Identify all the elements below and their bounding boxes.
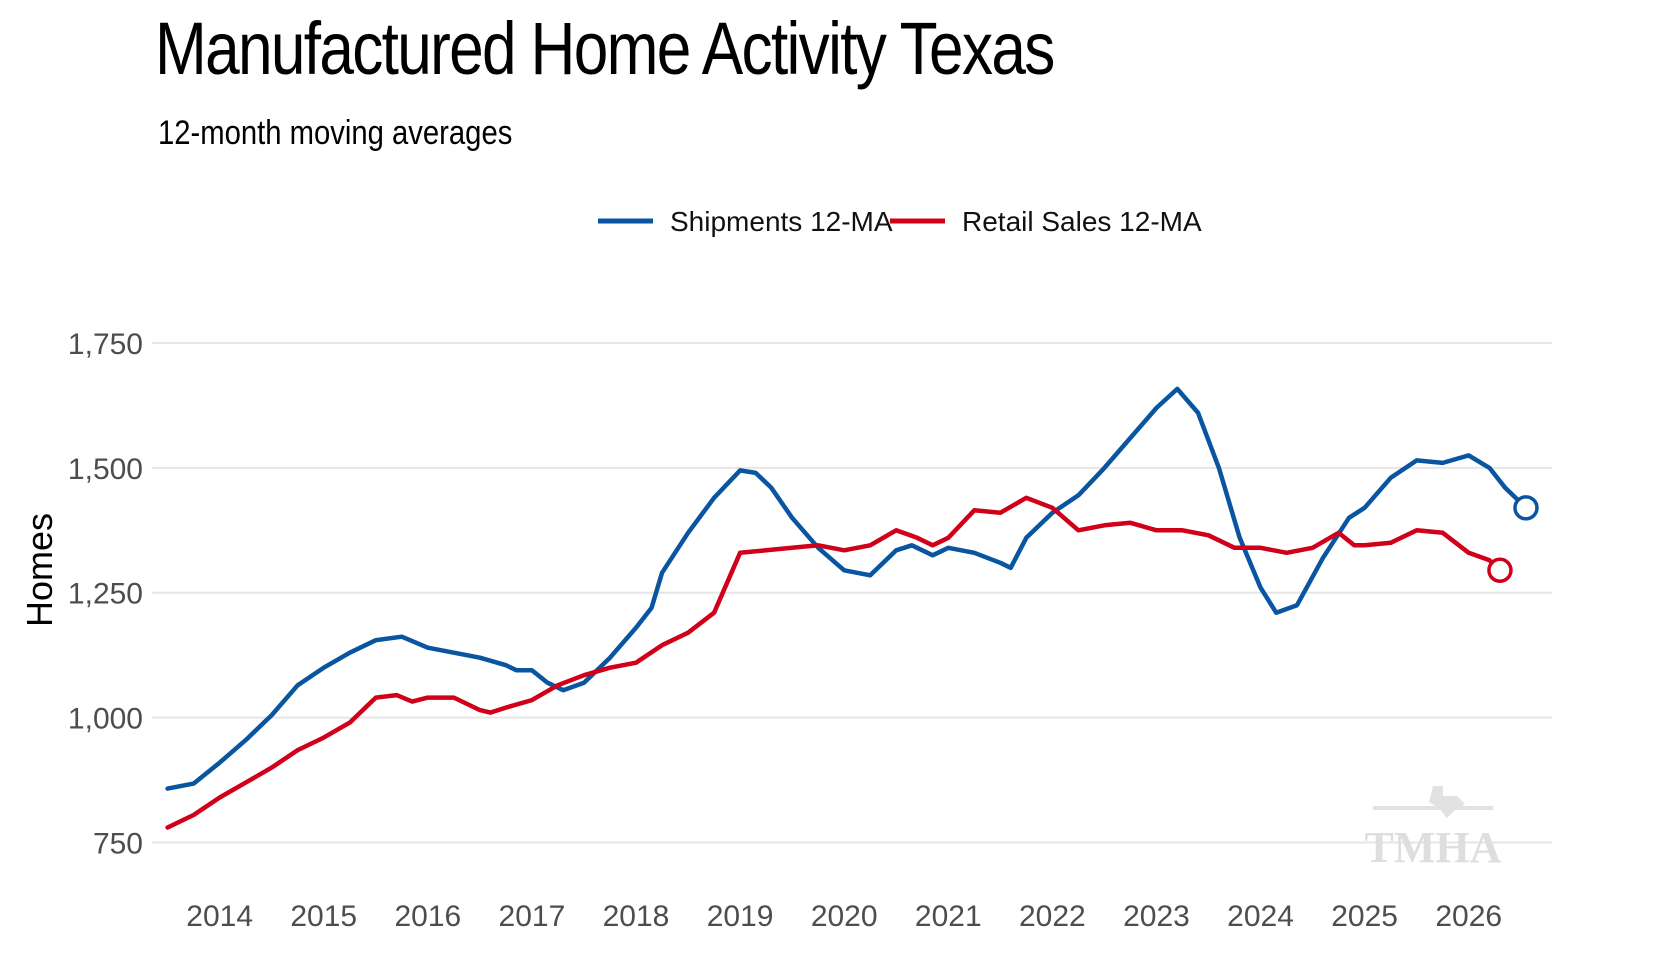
series-line-shipments: [165, 386, 1529, 791]
x-tick-label: 2015: [290, 900, 357, 933]
x-tick-label: 2016: [394, 900, 461, 933]
watermark-text: TMHA: [1365, 823, 1502, 872]
y-tick-label: 750: [93, 828, 143, 861]
x-tick-label: 2020: [811, 900, 878, 933]
y-tick-label: 1,250: [68, 578, 143, 611]
series-end-marker: [1513, 495, 1539, 521]
legend-label: Retail Sales 12-MA: [962, 206, 1202, 237]
x-tick-label: 2026: [1435, 900, 1502, 933]
legend: Shipments 12-MA Retail Sales 12-MA: [598, 206, 1202, 237]
legend-label: Shipments 12-MA: [670, 206, 893, 237]
chart-subtitle: 12-month moving averages: [158, 114, 513, 152]
chart-title: Manufactured Home Activity Texas: [155, 7, 1055, 90]
y-axis: 750 1,000 1,250 1,500 1,750: [68, 328, 143, 861]
x-tick-label: 2014: [186, 900, 253, 933]
x-tick-label: 2023: [1123, 900, 1190, 933]
series-line-retail-sales: [165, 495, 1503, 830]
y-axis-title: Homes: [19, 513, 60, 627]
x-tick-label: 2017: [499, 900, 566, 933]
gridlines: [152, 341, 1552, 844]
texas-state-icon: [1373, 786, 1493, 818]
tmha-watermark: TMHA: [1365, 786, 1502, 872]
y-tick-label: 1,500: [68, 453, 143, 486]
y-tick-label: 1,750: [68, 328, 143, 361]
x-tick-label: 2024: [1227, 900, 1294, 933]
x-tick-label: 2022: [1019, 900, 1086, 933]
x-axis: 2014 2015 2016 2017 2018 2019 2020 2021 2022 2023…: [186, 900, 1502, 933]
x-tick-label: 2019: [707, 900, 774, 933]
x-tick-label: 2025: [1331, 900, 1398, 933]
x-tick-label: 2018: [603, 900, 670, 933]
series-end-marker: [1487, 557, 1513, 584]
series-lines: [165, 386, 1539, 830]
x-tick-label: 2021: [915, 900, 982, 933]
y-tick-label: 1,000: [68, 703, 143, 736]
